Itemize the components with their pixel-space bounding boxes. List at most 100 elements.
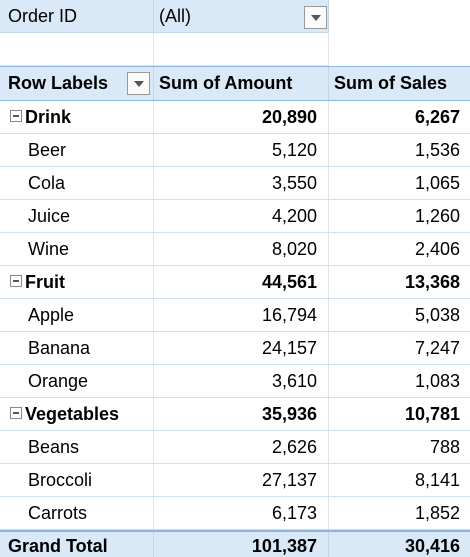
chevron-down-icon <box>310 14 321 21</box>
item-row: Orange 3,610 1,083 <box>0 365 470 398</box>
group-row: Fruit 44,561 13,368 <box>0 266 470 299</box>
item-label[interactable]: Beer <box>0 134 154 166</box>
group-label-text: Fruit <box>25 272 65 292</box>
row-labels-header[interactable]: Row Labels <box>0 67 154 100</box>
item-row: Banana 24,157 7,247 <box>0 332 470 365</box>
group-sales[interactable]: 6,267 <box>329 101 470 133</box>
group-sales[interactable]: 10,781 <box>329 398 470 430</box>
item-sales[interactable]: 1,260 <box>329 200 470 232</box>
item-label-text: Juice <box>28 206 71 226</box>
item-label-text: Broccoli <box>28 470 93 490</box>
item-sales[interactable]: 5,038 <box>329 299 470 331</box>
item-amount[interactable]: 3,550 <box>154 167 329 199</box>
item-sales-text: 7,247 <box>414 338 460 358</box>
item-amount[interactable]: 24,157 <box>154 332 329 364</box>
group-sales-text: 6,267 <box>414 107 460 127</box>
item-label-text: Cola <box>28 173 66 193</box>
sum-of-sales-header[interactable]: Sum of Sales <box>334 73 448 93</box>
item-label[interactable]: Cola <box>0 167 154 199</box>
item-label[interactable]: Apple <box>0 299 154 331</box>
group-amount[interactable]: 20,890 <box>154 101 329 133</box>
item-sales[interactable]: 2,406 <box>329 233 470 265</box>
item-sales[interactable]: 1,083 <box>329 365 470 397</box>
sum-of-amount-header[interactable]: Sum of Amount <box>154 67 329 100</box>
group-row: Vegetables 35,936 10,781 <box>0 398 470 431</box>
item-sales[interactable]: 788 <box>329 431 470 463</box>
item-amount-text: 6,173 <box>271 503 317 523</box>
item-amount[interactable]: 2,626 <box>154 431 329 463</box>
grand-total-row: Grand Total 101,387 30,416 <box>0 530 470 557</box>
filter-dropdown-button[interactable] <box>304 6 327 29</box>
item-label-text: Apple <box>28 305 75 325</box>
item-row: Juice 4,200 1,260 <box>0 200 470 233</box>
group-row: Drink 20,890 6,267 <box>0 101 470 134</box>
item-amount[interactable]: 5,120 <box>154 134 329 166</box>
collapse-icon[interactable] <box>10 110 22 123</box>
item-row: Carrots 6,173 1,852 <box>0 497 470 530</box>
item-amount[interactable]: 4,200 <box>154 200 329 232</box>
item-label-text: Orange <box>28 371 89 391</box>
filter-field-label: Order ID <box>0 0 154 33</box>
item-label[interactable]: Orange <box>0 365 154 397</box>
item-row: Apple 16,794 5,038 <box>0 299 470 332</box>
empty-cell[interactable] <box>0 33 154 66</box>
item-label[interactable]: Beans <box>0 431 154 463</box>
item-sales[interactable]: 8,141 <box>329 464 470 496</box>
item-row: Wine 8,020 2,406 <box>0 233 470 266</box>
item-amount-text: 4,200 <box>271 206 317 226</box>
empty-cell[interactable] <box>154 33 329 66</box>
group-amount-text: 20,890 <box>261 107 317 127</box>
item-amount-text: 8,020 <box>271 239 317 259</box>
item-amount[interactable]: 16,794 <box>154 299 329 331</box>
grand-total-sales[interactable]: 30,416 <box>404 536 460 556</box>
item-sales[interactable]: 1,536 <box>329 134 470 166</box>
item-amount-text: 3,610 <box>271 371 317 391</box>
item-sales[interactable]: 1,852 <box>329 497 470 529</box>
item-sales-text: 1,083 <box>414 371 460 391</box>
row-labels-header-text: Row Labels <box>8 73 109 93</box>
item-sales-text: 1,065 <box>414 173 460 193</box>
item-row: Beans 2,626 788 <box>0 431 470 464</box>
group-sales-text: 10,781 <box>404 404 460 424</box>
item-label[interactable]: Wine <box>0 233 154 265</box>
group-label-text: Vegetables <box>25 404 120 424</box>
group-label-text: Drink <box>25 107 72 127</box>
item-amount-text: 27,137 <box>261 470 317 490</box>
item-row: Broccoli 27,137 8,141 <box>0 464 470 497</box>
item-sales-text: 1,260 <box>414 206 460 226</box>
item-label-text: Banana <box>28 338 91 358</box>
collapse-icon[interactable] <box>10 407 22 420</box>
group-label[interactable]: Fruit <box>0 266 154 298</box>
group-amount[interactable]: 35,936 <box>154 398 329 430</box>
item-sales[interactable]: 1,065 <box>329 167 470 199</box>
grand-total-label[interactable]: Grand Total <box>0 532 154 557</box>
item-sales-text: 8,141 <box>414 470 460 490</box>
collapse-icon[interactable] <box>10 275 22 288</box>
item-sales-text: 1,536 <box>414 140 460 160</box>
item-label-text: Beans <box>28 437 80 457</box>
item-amount-text: 2,626 <box>271 437 317 457</box>
row-labels-filter-button[interactable] <box>127 72 150 95</box>
pivot-table: Row Labels Sum of Amount Sum of Sales Dr… <box>0 66 470 557</box>
item-row: Beer 5,120 1,536 <box>0 134 470 167</box>
item-label[interactable]: Broccoli <box>0 464 154 496</box>
filter-field-value[interactable]: (All) <box>154 0 329 33</box>
grand-total-amount[interactable]: 101,387 <box>154 532 329 557</box>
group-label[interactable]: Drink <box>0 101 154 133</box>
item-amount-text: 5,120 <box>271 140 317 160</box>
item-amount[interactable]: 3,610 <box>154 365 329 397</box>
group-amount-text: 35,936 <box>261 404 317 424</box>
item-label[interactable]: Banana <box>0 332 154 364</box>
item-amount[interactable]: 27,137 <box>154 464 329 496</box>
group-sales[interactable]: 13,368 <box>329 266 470 298</box>
item-amount[interactable]: 6,173 <box>154 497 329 529</box>
chevron-down-icon <box>133 80 144 87</box>
report-filter: Order ID (All) <box>0 0 470 33</box>
group-label[interactable]: Vegetables <box>0 398 154 430</box>
item-sales[interactable]: 7,247 <box>329 332 470 364</box>
item-label[interactable]: Juice <box>0 200 154 232</box>
item-label[interactable]: Carrots <box>0 497 154 529</box>
group-amount[interactable]: 44,561 <box>154 266 329 298</box>
item-amount[interactable]: 8,020 <box>154 233 329 265</box>
item-sales-text: 1,852 <box>414 503 460 523</box>
